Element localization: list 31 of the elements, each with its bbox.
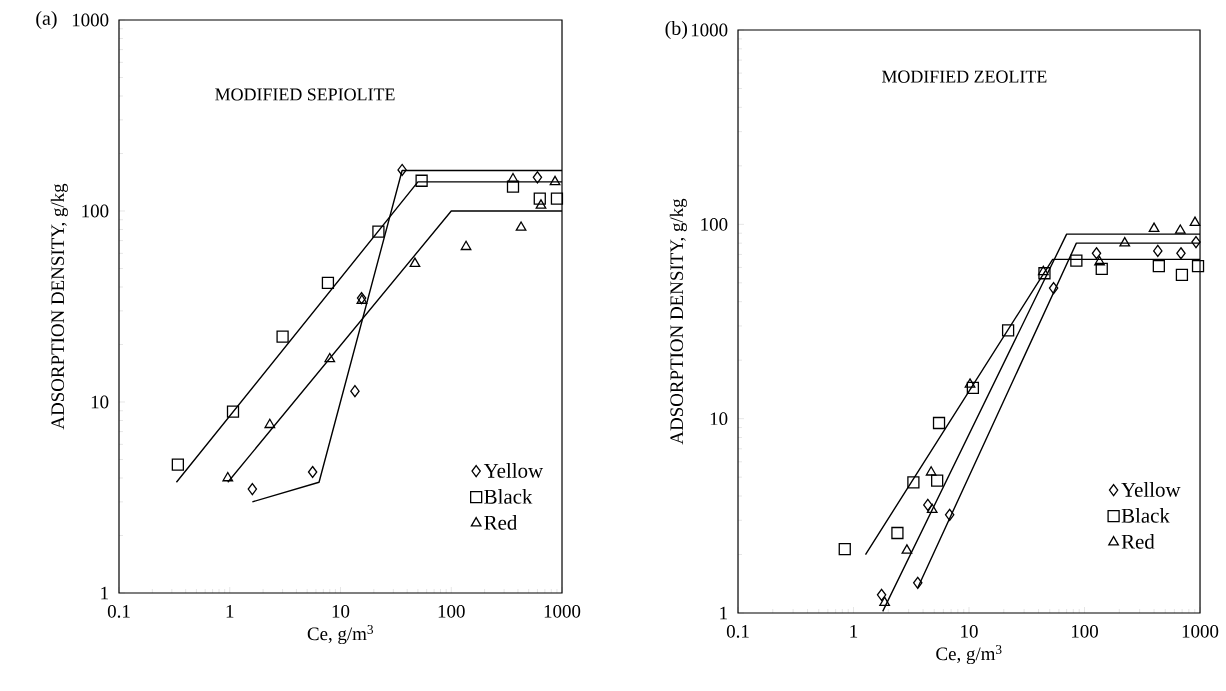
x-tick-label: 1 [850,624,858,638]
x-tick-label: 1000 [544,604,581,618]
legend-label: Yellow [1121,482,1181,497]
y-tick-label: 10 [91,395,109,409]
y-axis-title: ADSORPTION DENSITY, g/kg [50,183,68,430]
legend-label: Red [484,515,518,530]
legend-label: Red [1121,534,1155,549]
text: MODIFIED SEPIOLITE [215,88,395,101]
x-axis-title: Ce, g/m$^{3}$ [307,625,374,645]
x-tick-label: 100 [438,604,465,618]
x-tick-label: 10 [961,624,978,638]
text: (a) [36,10,57,30]
text: MODIFIED ZEOLITE [881,70,1047,83]
y-tick-label: 10 [710,412,728,426]
x-tick-label: 100 [1071,624,1098,638]
y-axis-title: ADSORPTION DENSITY, g/kg [669,198,687,445]
y-tick-label: 1000 [72,13,109,27]
legend-label: Yellow [483,463,544,478]
x-axis-title: Ce, g/m$^{3}$ [936,645,1002,665]
y-tick-label: 100 [701,217,728,231]
legend-label: Black [1121,508,1170,523]
x-tick-label: 0.1 [726,624,749,638]
text: (b) [665,20,688,40]
y-tick-label: 1 [101,586,108,600]
legend-label: Black [484,489,533,504]
y-tick-label: 1000 [691,23,728,37]
x-tick-label: 1 [226,604,234,618]
x-tick-label: 0.1 [107,604,130,618]
y-tick-label: 100 [82,204,109,218]
x-tick-label: 10 [332,604,350,618]
x-tick-label: 1000 [1182,624,1219,638]
